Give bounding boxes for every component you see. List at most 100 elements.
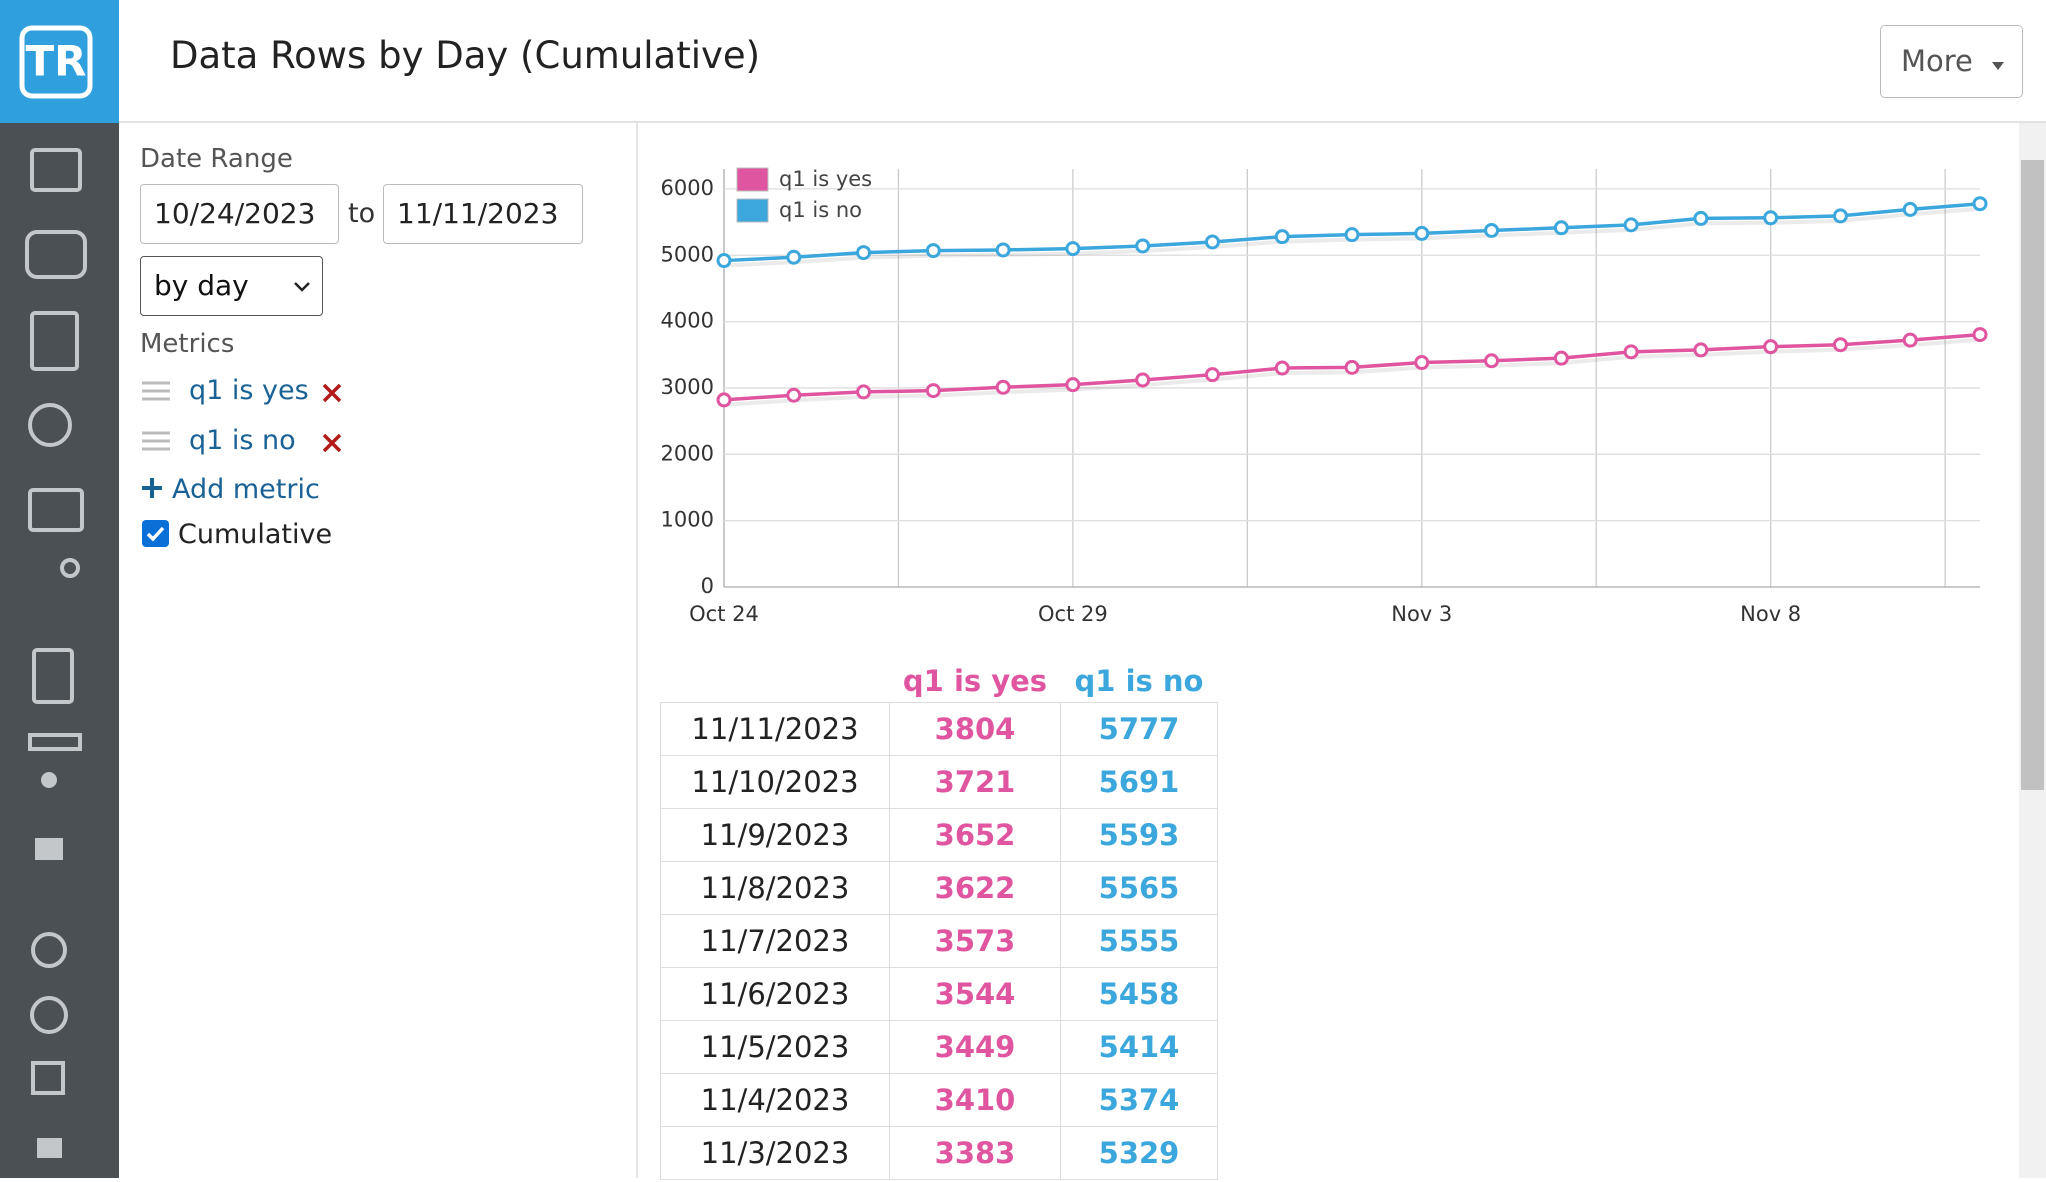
date-cell: 11/11/2023 [660, 702, 890, 756]
table-body: 11/11/2023 3804 5777 11/10/2023 3721 5691 11/9… [660, 702, 1218, 1180]
metric-link[interactable]: q1 is yes [189, 375, 309, 406]
data-point [1135, 372, 1151, 388]
table-row: 11/11/2023 3804 5777 [660, 702, 1218, 756]
interval-select[interactable]: by day [140, 256, 323, 316]
data-point [786, 249, 802, 265]
remove-metric[interactable] [321, 382, 343, 404]
data-point [1344, 359, 1360, 375]
sync-icon[interactable] [28, 733, 82, 751]
data-point [995, 379, 1011, 395]
y-tick-label: 4000 [661, 309, 714, 333]
y-tick-label: 1000 [661, 508, 714, 532]
data-point [1693, 210, 1709, 226]
help-icon[interactable] [30, 996, 68, 1034]
caret [1991, 62, 2004, 70]
table-row: 11/8/2023 3622 5565 [660, 861, 1218, 915]
logo-text: TR [26, 37, 87, 86]
legend-swatch [736, 167, 769, 192]
cumulative-checkbox[interactable] [142, 520, 169, 547]
scroll-thumb[interactable] [2021, 160, 2044, 790]
dashboard-icon[interactable] [30, 148, 82, 192]
calendar-icon[interactable] [28, 488, 84, 532]
column-header: q1 is yes [902, 664, 1048, 698]
data-point [1553, 350, 1569, 366]
logo[interactable]: TR [0, 0, 119, 123]
column-header: q1 is no [1074, 664, 1204, 698]
end-date-input[interactable]: 11/11/2023 [383, 184, 583, 244]
data-point [995, 242, 1011, 258]
select-arrow [294, 282, 310, 292]
import-icon[interactable] [32, 648, 74, 704]
date-header [661, 660, 890, 703]
share-icon[interactable] [60, 558, 80, 578]
y-tick-label: 0 [701, 574, 714, 598]
lock-icon[interactable] [37, 1138, 62, 1158]
data-point [1623, 344, 1639, 360]
table-row: 11/9/2023 3652 5593 [660, 808, 1218, 862]
data-point [1204, 367, 1220, 383]
chat-icon[interactable] [25, 230, 87, 279]
data-point [1972, 196, 1988, 212]
metric-row: q1 is no [140, 423, 360, 463]
value-cell: 5329 [1060, 1126, 1218, 1180]
data-point [1414, 225, 1430, 241]
edit-icon[interactable] [31, 1061, 65, 1095]
remove-metric[interactable] [321, 432, 343, 454]
data-point [856, 384, 872, 400]
drag-handle [142, 381, 170, 401]
sidebar-icons [25, 148, 87, 1158]
value-cell: 3652 [889, 808, 1061, 862]
x-tick-label: Nov 3 [1391, 602, 1452, 626]
data-point [1204, 234, 1220, 250]
x-tick-label: Oct 29 [1038, 602, 1108, 626]
contacts-icon[interactable] [30, 311, 79, 371]
value-cell: 3804 [889, 702, 1061, 756]
value-cell: 3410 [889, 1073, 1061, 1127]
table-row: 11/7/2023 3573 5555 [660, 914, 1218, 968]
start-date-input[interactable]: 10/24/2023 [140, 184, 339, 244]
y-tick-label: 6000 [661, 176, 714, 200]
value-cell: 5555 [1060, 914, 1218, 968]
value-cell: 5458 [1060, 967, 1218, 1021]
add-metric-label: Add metric [172, 474, 320, 505]
y-tick-label: 5000 [661, 242, 714, 266]
globe-icon[interactable] [31, 932, 67, 968]
data-point [1344, 227, 1360, 243]
data-point [925, 243, 941, 259]
remove-cross [322, 433, 342, 453]
date-range-label: Date Range [140, 144, 293, 174]
value-cell: 5565 [1060, 861, 1218, 915]
data-point [856, 245, 872, 261]
more-button[interactable]: More [1880, 25, 2023, 98]
data-point [716, 253, 732, 269]
table-row: 11/6/2023 3544 5458 [660, 967, 1218, 1021]
data-point [786, 387, 802, 403]
drag-handle [142, 431, 170, 451]
data-point [1274, 229, 1290, 245]
add-metric[interactable]: Add metric [140, 474, 320, 505]
metrics-label: Metrics [140, 329, 235, 359]
metric-link[interactable]: q1 is no [189, 425, 296, 456]
survey-icon[interactable] [28, 403, 72, 447]
data-point [1972, 327, 1988, 343]
user-icon[interactable] [41, 772, 57, 788]
date-cell: 11/4/2023 [660, 1073, 890, 1127]
table-row: 11/4/2023 3410 5374 [660, 1073, 1218, 1127]
data-point [1832, 208, 1848, 224]
data-point [1623, 217, 1639, 233]
date-cell: 11/8/2023 [660, 861, 890, 915]
data-point [1693, 342, 1709, 358]
legend-label: q1 is no [779, 198, 862, 222]
value-cell: 5593 [1060, 808, 1218, 862]
sidebar [0, 0, 119, 1178]
data-point [1763, 339, 1779, 355]
data-point [1274, 360, 1290, 376]
data-point [1414, 355, 1430, 371]
metric-row: q1 is yes [140, 373, 360, 413]
data-point [1065, 377, 1081, 393]
data-point [1484, 353, 1500, 369]
value-cell: 3449 [889, 1020, 1061, 1074]
value-cell: 3622 [889, 861, 1061, 915]
folder-icon[interactable] [35, 838, 63, 860]
data-point [1902, 332, 1918, 348]
